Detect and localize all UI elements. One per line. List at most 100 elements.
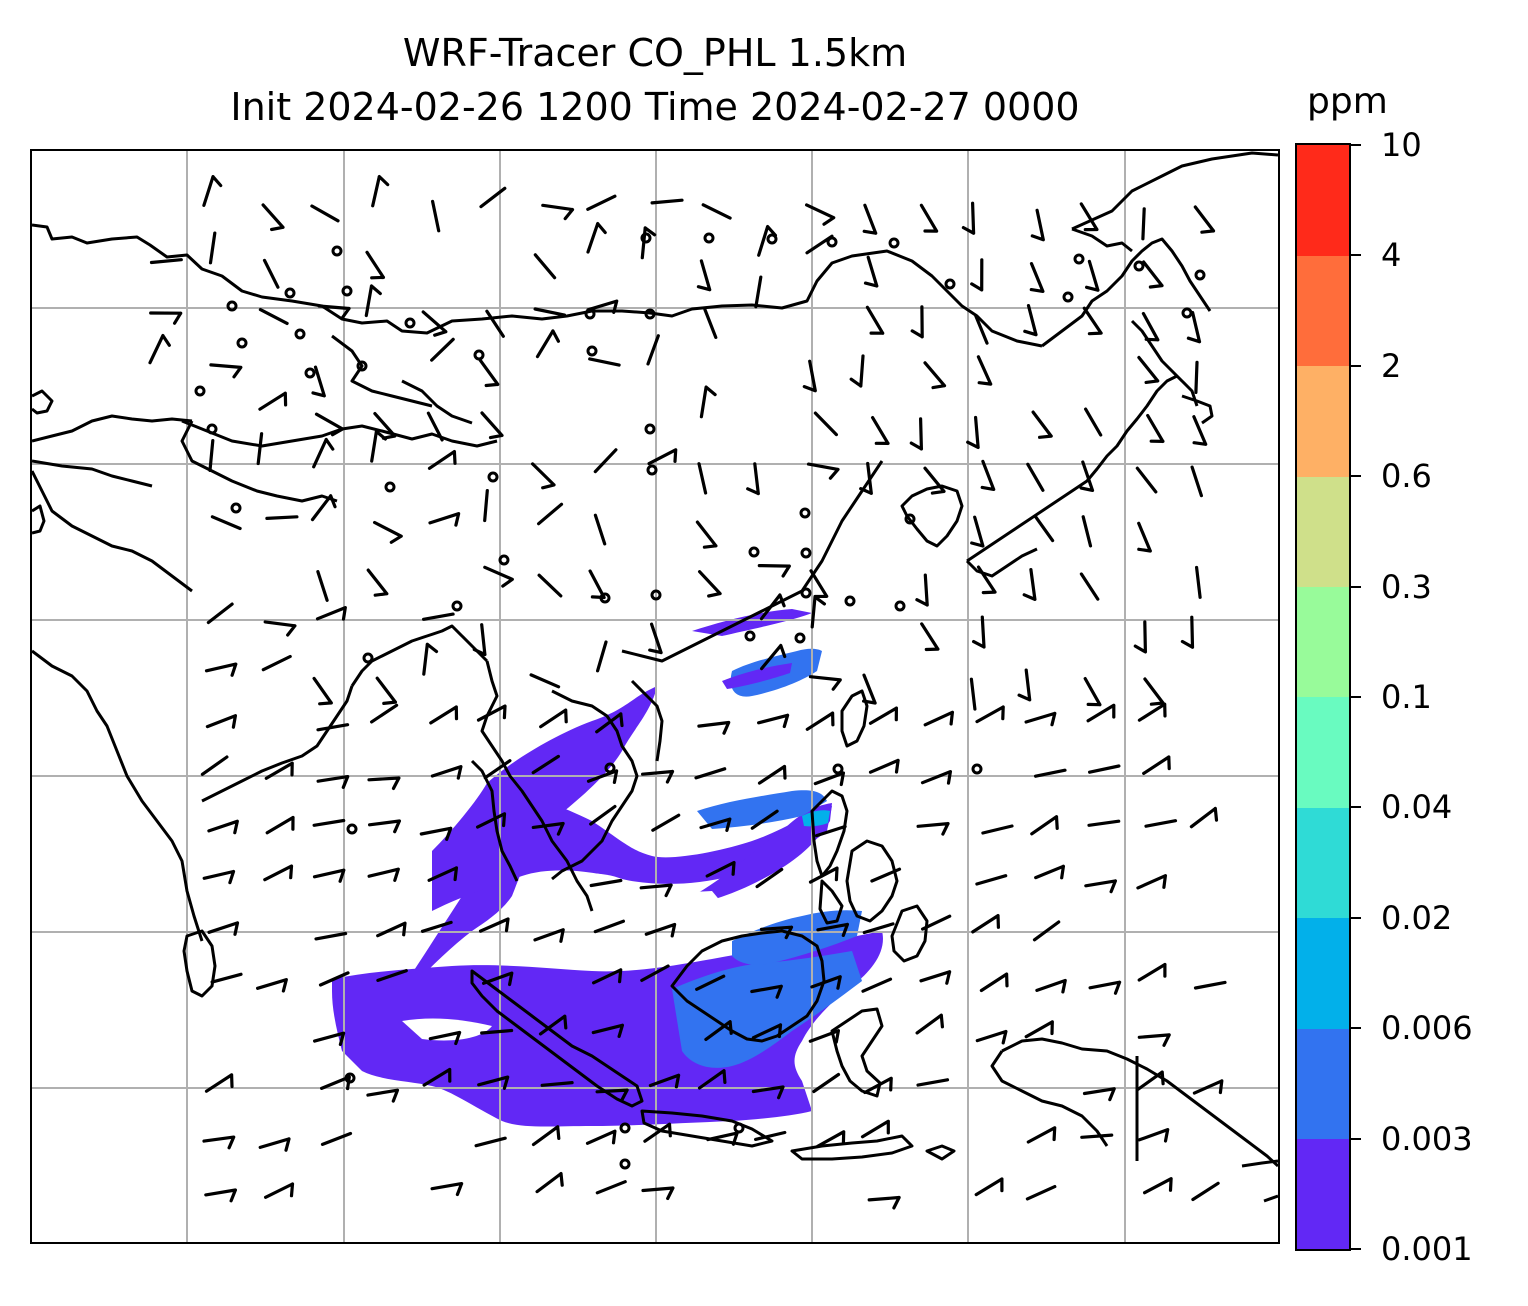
calm-wind-marker xyxy=(894,600,906,612)
wind-barb xyxy=(1034,768,1067,778)
wind-barb xyxy=(705,861,736,878)
wind-barb xyxy=(806,462,840,480)
wind-barb xyxy=(427,866,458,882)
wind-barb xyxy=(695,520,718,549)
calm-wind-marker xyxy=(646,464,658,476)
calm-wind-marker xyxy=(766,233,778,245)
wind-barb xyxy=(313,1031,346,1046)
wind-barb xyxy=(485,309,505,338)
wind-barb xyxy=(1192,1079,1224,1095)
colorbar-tick-label: 0.02 xyxy=(1381,898,1453,937)
wind-barb xyxy=(263,620,297,637)
wind-barb xyxy=(704,1020,733,1041)
calm-wind-marker xyxy=(650,589,662,601)
colorbar-tick-mark xyxy=(1351,585,1361,588)
wind-barb xyxy=(210,515,242,531)
wind-barb xyxy=(1193,205,1216,234)
wind-barb xyxy=(264,761,294,780)
wind-barb xyxy=(483,565,514,588)
wind-barb xyxy=(595,712,624,734)
map-panel xyxy=(30,149,1280,1244)
calm-wind-marker xyxy=(404,317,416,329)
colorbar-tick-label: 0.003 xyxy=(1381,1119,1473,1158)
wind-barb xyxy=(261,203,285,232)
calm-wind-marker xyxy=(294,328,306,340)
wind-barb xyxy=(1034,864,1065,880)
wind-barb xyxy=(312,818,346,827)
colorbar xyxy=(1295,143,1351,1251)
wind-barb xyxy=(318,971,350,987)
wind-barb xyxy=(595,1088,629,1102)
wind-barb xyxy=(531,1125,561,1147)
wind-barb xyxy=(529,673,561,689)
wind-barb xyxy=(1024,711,1057,727)
wind-barb xyxy=(419,826,453,841)
wind-barb xyxy=(258,308,289,325)
wind-barb xyxy=(812,1072,841,1094)
wind-barb xyxy=(862,922,895,935)
wind-barb xyxy=(694,767,727,780)
wind-barb xyxy=(810,975,842,990)
wind-barb xyxy=(976,355,993,386)
wind-barb xyxy=(813,411,838,437)
calm-wind-marker xyxy=(944,278,956,290)
wind-barb xyxy=(312,676,333,706)
wind-barb xyxy=(808,866,839,884)
wind-barb xyxy=(476,704,507,722)
wind-barb xyxy=(1079,460,1095,492)
calm-wind-marker xyxy=(487,471,499,483)
wind-barb xyxy=(1017,668,1032,702)
wind-barb xyxy=(376,969,408,982)
wind-barb xyxy=(919,970,952,985)
wind-barb xyxy=(258,391,288,411)
calm-wind-marker xyxy=(236,337,248,349)
wind-barb xyxy=(650,198,684,205)
wind-barb xyxy=(263,864,294,882)
wind-barb xyxy=(593,513,607,546)
wind-barb xyxy=(861,977,893,993)
calm-wind-marker xyxy=(584,308,596,320)
wind-barb xyxy=(316,775,350,789)
wind-barb xyxy=(586,194,617,211)
calm-wind-marker xyxy=(362,652,374,664)
wind-barb xyxy=(1137,521,1152,553)
wind-barb xyxy=(750,984,783,999)
wind-barb xyxy=(537,573,563,598)
wind-barb xyxy=(754,275,763,309)
calm-wind-marker xyxy=(1062,291,1074,303)
wind-barb xyxy=(751,1085,785,1100)
wind-barb xyxy=(1088,980,1122,995)
wind-barb xyxy=(149,311,183,325)
wind-barb xyxy=(703,307,718,339)
colorbar-tick-mark xyxy=(1351,1027,1361,1030)
wind-barb xyxy=(760,643,787,671)
wind-barb xyxy=(205,714,237,729)
wind-barb xyxy=(312,868,346,883)
wind-barb xyxy=(1194,360,1199,394)
wind-barb xyxy=(316,570,329,602)
wind-barb xyxy=(754,1130,787,1141)
wind-barb xyxy=(975,705,1005,724)
wind-barb xyxy=(430,765,463,780)
wind-barb xyxy=(375,676,397,705)
wind-barb xyxy=(366,1088,400,1103)
wind-barb xyxy=(258,1137,291,1152)
wind-barb xyxy=(867,1195,901,1210)
chart-subtitle: Init 2024-02-26 1200 Time 2024-02-27 000… xyxy=(230,85,1080,129)
calm-wind-marker xyxy=(844,595,856,607)
wind-barb xyxy=(916,822,950,836)
colorbar-segment xyxy=(1297,1138,1349,1250)
wind-barb xyxy=(1031,410,1053,439)
colorbar-tick-label: 0.3 xyxy=(1381,567,1432,606)
calm-wind-marker xyxy=(826,236,838,248)
calm-wind-marker xyxy=(304,367,316,379)
wind-barb xyxy=(1186,310,1202,344)
wind-barb xyxy=(596,640,608,673)
colorbar-tick-mark xyxy=(1351,696,1361,698)
wind-barb xyxy=(974,313,989,345)
colorbar-segment xyxy=(1297,807,1349,919)
calm-wind-marker xyxy=(800,587,812,599)
wind-barb xyxy=(643,1122,672,1143)
wind-barb xyxy=(317,304,351,320)
wind-barb xyxy=(531,754,560,775)
